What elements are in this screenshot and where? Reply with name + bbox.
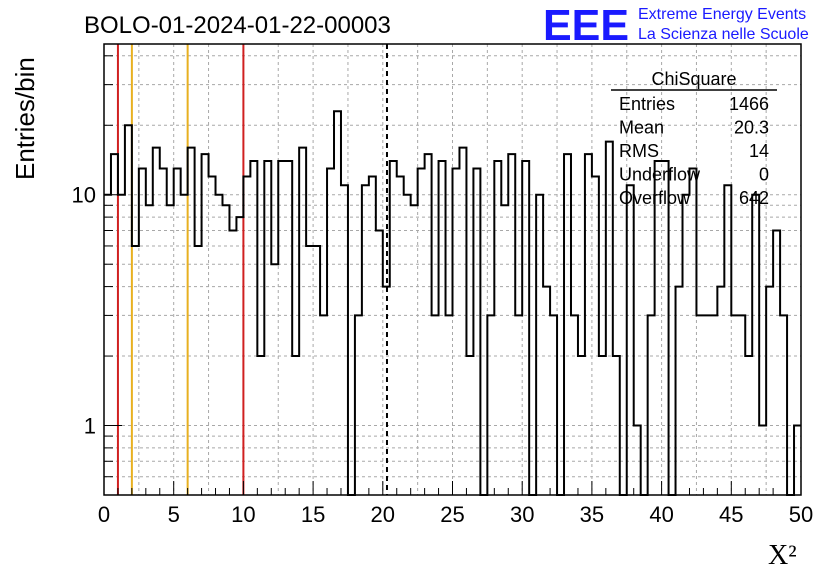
chart-title: BOLO-01-2024-01-22-00003 [84, 12, 391, 39]
x-tick-label: 45 [719, 502, 743, 527]
logo-line2: La Scienza nelle Scuole [638, 26, 809, 43]
stats-box: ChiSquare Entries 1466 Mean 20.3 RMS 14 Underfl… [611, 69, 777, 208]
stats-value: 14 [749, 141, 769, 161]
x-tick-label: 15 [301, 502, 325, 527]
x-tick-label: 35 [580, 502, 604, 527]
y-tick-label: 1 [84, 414, 96, 439]
stats-value: 0 [759, 165, 769, 185]
logo-letters: EEE [543, 1, 629, 50]
stats-value: 1466 [729, 94, 769, 114]
logo-line1: Extreme Energy Events [638, 6, 806, 23]
logo: EEE Extreme Energy Events La Scienza nel… [543, 1, 809, 50]
stats-value: 20.3 [734, 118, 769, 138]
x-tick-label: 0 [98, 502, 110, 527]
y-axis: 1 10 [72, 55, 122, 478]
x-tick-label: 10 [231, 502, 255, 527]
stats-title: ChiSquare [651, 69, 736, 89]
reference-lines [116, 44, 388, 495]
y-axis-label: Entries/bin [10, 57, 40, 180]
x-tick-label: 40 [649, 502, 673, 527]
stats-label: Mean [619, 118, 664, 138]
x-tick-label: 30 [510, 502, 534, 527]
stats-label: RMS [619, 141, 659, 161]
stats-label: Overflow [619, 188, 691, 208]
x-tick-label: 20 [371, 502, 395, 527]
x-tick-label: 50 [789, 502, 813, 527]
stats-label: Underflow [619, 165, 701, 185]
x-axis-label: X² [768, 540, 797, 571]
x-tick-label: 25 [440, 502, 464, 527]
y-tick-label: 10 [72, 183, 96, 208]
x-axis: 0 5 10 15 20 25 30 35 40 45 50 [98, 481, 813, 527]
histogram-series [104, 110, 801, 496]
stats-value: 642 [739, 188, 769, 208]
stats-label: Entries [619, 94, 675, 114]
x-tick-label: 5 [168, 502, 180, 527]
